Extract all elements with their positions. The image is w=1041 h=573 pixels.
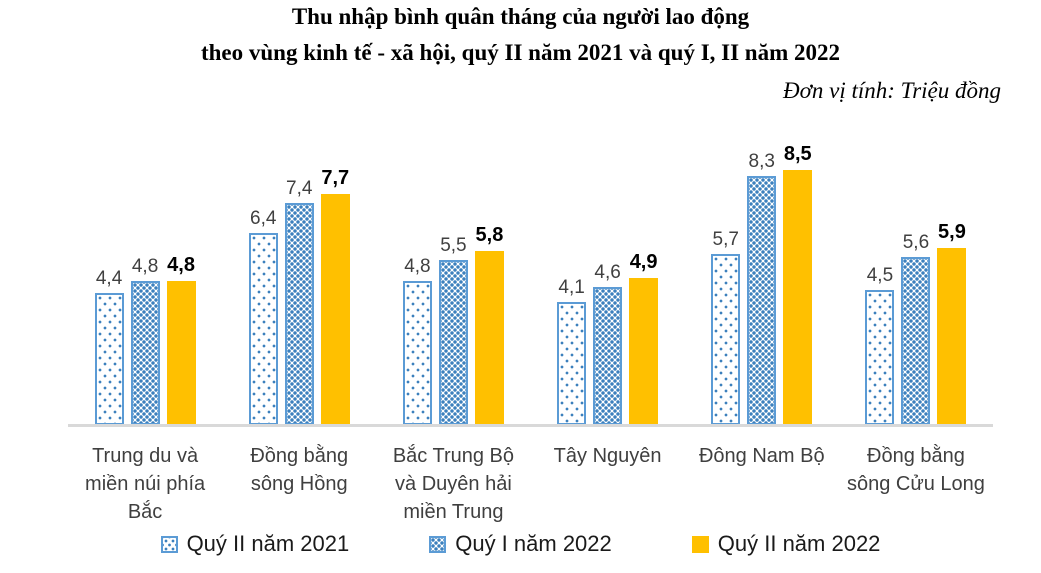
value-label: 7,4: [286, 178, 313, 200]
bar-series-1: 4,8: [402, 256, 432, 425]
bar-series-3: 4,9: [629, 251, 659, 425]
value-label: 5,8: [475, 224, 504, 246]
value-label: 8,3: [748, 151, 775, 173]
category-label: Đồng bằng sông Hồng: [250, 445, 349, 495]
value-label: 4,8: [167, 254, 195, 276]
bar-group: 4,4 4,8 4,8: [68, 125, 222, 425]
bar-group: 6,4 7,4 7,7: [222, 125, 376, 425]
bar-item: 8,3: [747, 151, 777, 425]
value-label: 4,4: [95, 268, 123, 290]
bar-item: 7,4: [284, 178, 314, 425]
bar-item: 4,9: [629, 251, 659, 425]
bar-item: 5,9: [937, 221, 967, 425]
bar-series-2: 4,8: [130, 256, 160, 425]
legend-swatch: [691, 535, 709, 553]
bar-item: 4,5: [865, 265, 895, 425]
plot-area: 4,4 4,8 4,8 6,4 7,4 7,7 4,8 5,5 5,8 4,1 4,6 4,9 5,7 8…: [68, 125, 993, 425]
bar-item: 5,5: [438, 235, 468, 425]
value-label: 5,7: [712, 229, 739, 251]
bar-series-1: 5,7: [711, 229, 741, 425]
bar-series-3: 5,9: [937, 221, 967, 425]
value-label: 8,5: [783, 143, 812, 165]
bar-item: 4,1: [557, 277, 587, 425]
bar-group: 4,1 4,6 4,9: [531, 125, 685, 425]
value-label: 4,1: [558, 277, 585, 299]
bar-series-1: 4,5: [865, 265, 895, 425]
bar-series-2: 7,4: [284, 178, 314, 425]
bar-series-1: 4,4: [94, 268, 124, 425]
legend-label: Quý I năm 2022: [455, 531, 612, 556]
legend-swatch: [160, 535, 178, 553]
legend: Quý II năm 2021 Quý I năm 2022 Quý II năm …: [0, 531, 1041, 557]
bar-series-2: 5,6: [901, 232, 931, 425]
legend-label: Quý II năm 2022: [717, 531, 881, 556]
bar-group: 4,8 5,5 5,8: [376, 125, 530, 425]
value-label: 5,5: [440, 235, 467, 257]
category-label: Đông Nam Bộ: [698, 445, 825, 467]
bar-series-1: 6,4: [248, 208, 278, 425]
category-label: Trung du và miền núi phía Bắc: [85, 445, 206, 523]
bar-item: 4,8: [130, 256, 160, 425]
value-label: 4,5: [866, 265, 894, 287]
bar-item: 8,5: [783, 143, 813, 425]
bar-item: 4,6: [593, 262, 623, 425]
category-label: Đồng bằng sông Cửu Long: [846, 445, 985, 495]
bar-series-3: 4,8: [166, 254, 196, 425]
bar-item: 4,4: [94, 268, 124, 425]
value-label: 6,4: [250, 208, 277, 230]
bar-group: 5,7 8,3 8,5: [685, 125, 839, 425]
value-label: 4,6: [594, 262, 621, 284]
bar-series-3: 8,5: [783, 143, 813, 425]
bar-series-3: 7,7: [320, 167, 350, 425]
category-label: Tây Nguyên: [553, 445, 662, 467]
bar-series-2: 8,3: [747, 151, 777, 425]
legend-item: Quý I năm 2022: [429, 531, 612, 557]
x-axis-line: [68, 424, 993, 427]
legend-label: Quý II năm 2021: [186, 531, 350, 556]
legend-swatch: [429, 535, 447, 553]
bar-item: 4,8: [402, 256, 432, 425]
bar-group: 4,5 5,6 5,9: [839, 125, 993, 425]
bar-series-2: 5,5: [438, 235, 468, 425]
value-label: 5,6: [902, 232, 930, 254]
bar-item: 7,7: [320, 167, 350, 425]
chart-title-line1: Thu nhập bình quân tháng của người lao đ…: [291, 4, 750, 29]
category-label: Bắc Trung Bộ và Duyên hải miền Trung: [392, 445, 515, 523]
legend-item: Quý II năm 2022: [691, 531, 881, 557]
bar-series-3: 5,8: [474, 224, 504, 425]
bar-item: 5,6: [901, 232, 931, 425]
value-label: 7,7: [321, 167, 350, 189]
unit-label: Đơn vị tính: Triệu đồng: [783, 78, 1001, 103]
value-label: 4,8: [131, 256, 159, 278]
bar-series-1: 4,1: [557, 277, 587, 425]
bar-groups: 4,4 4,8 4,8 6,4 7,4 7,7 4,8 5,5 5,8 4,1 4,6 4,9 5,7 8…: [68, 125, 993, 425]
bar-item: 5,8: [474, 224, 504, 425]
value-label: 4,9: [629, 251, 658, 273]
bar-item: 5,7: [711, 229, 741, 425]
bar-item: 6,4: [248, 208, 278, 425]
category-labels: Trung du và miền núi phía Bắc Đồng bằng s…: [68, 442, 993, 526]
bar-item: 4,8: [166, 254, 196, 425]
value-label: 5,9: [938, 221, 966, 243]
chart-title-line2: theo vùng kinh tế - xã hội, quý II năm 2…: [200, 40, 841, 65]
legend-item: Quý II năm 2021: [160, 531, 350, 557]
bar-series-2: 4,6: [593, 262, 623, 425]
value-label: 4,8: [404, 256, 431, 278]
